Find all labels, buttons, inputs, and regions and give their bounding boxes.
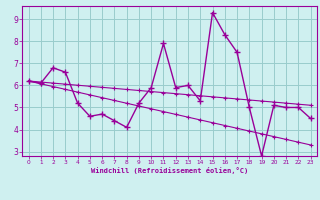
X-axis label: Windchill (Refroidissement éolien,°C): Windchill (Refroidissement éolien,°C)	[91, 167, 248, 174]
